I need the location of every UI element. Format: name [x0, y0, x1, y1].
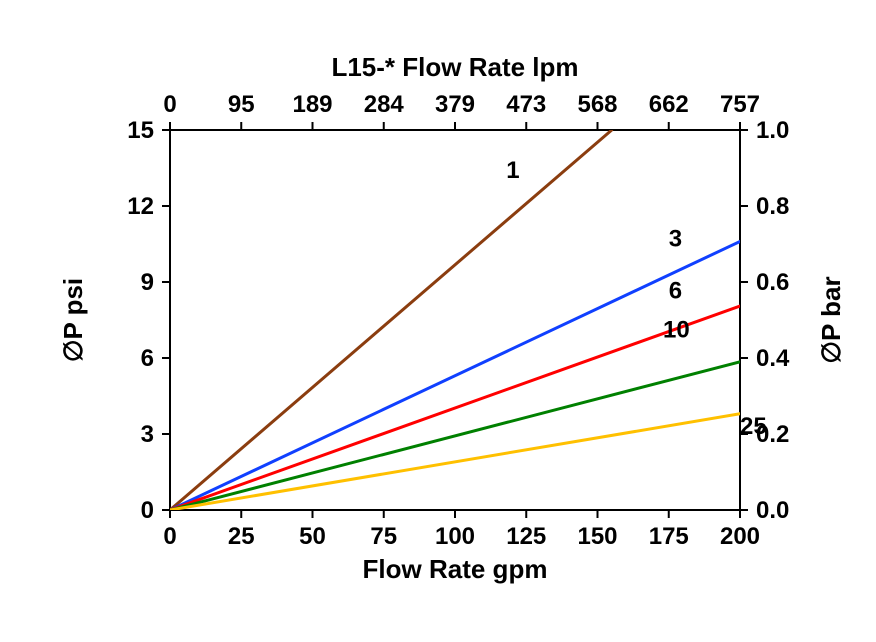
series-label-10: 10 [663, 317, 690, 344]
x-top-tick-label: 662 [649, 91, 689, 118]
chart-svg: 0255075100125150175200Flow Rate gpm09518… [0, 0, 876, 642]
x-top-tick-label: 0 [163, 91, 176, 118]
x-top-tick-label: 568 [577, 91, 617, 118]
x-bottom-tick-label: 25 [228, 523, 255, 550]
y-left-tick-label: 12 [127, 193, 154, 220]
x-bottom-axis-label: Flow Rate gpm [363, 554, 548, 584]
series-label-3: 3 [669, 226, 682, 253]
y-right-tick-label: 1.0 [756, 117, 789, 144]
x-bottom-tick-label: 200 [720, 523, 760, 550]
x-bottom-tick-label: 100 [435, 523, 475, 550]
x-top-tick-label: 379 [435, 91, 475, 118]
flow-rate-pressure-chart: 0255075100125150175200Flow Rate gpm09518… [0, 0, 876, 642]
series-label-1: 1 [506, 157, 519, 184]
x-bottom-tick-label: 175 [649, 523, 689, 550]
x-top-tick-label: 757 [720, 91, 760, 118]
x-bottom-tick-label: 150 [577, 523, 617, 550]
y-left-tick-label: 6 [141, 345, 154, 372]
y-right-tick-label: 0.6 [756, 269, 789, 296]
y-right-tick-label: 0.4 [756, 345, 790, 372]
x-bottom-tick-label: 75 [370, 523, 397, 550]
y-left-tick-label: 3 [141, 421, 154, 448]
x-top-tick-label: 189 [292, 91, 332, 118]
y-right-tick-label: 0.0 [756, 497, 789, 524]
x-bottom-tick-label: 125 [506, 523, 546, 550]
y-left-tick-label: 9 [141, 269, 154, 296]
y-left-axis-label: ∅P psi [58, 278, 88, 362]
chart-top-title: L15-* Flow Rate lpm [331, 52, 578, 82]
x-top-tick-label: 95 [228, 91, 255, 118]
x-top-tick-label: 473 [506, 91, 546, 118]
x-bottom-tick-label: 0 [163, 523, 176, 550]
y-left-tick-label: 15 [127, 117, 154, 144]
y-right-tick-label: 0.8 [756, 193, 789, 220]
x-top-tick-label: 284 [364, 91, 405, 118]
y-right-axis-label: ∅P bar [816, 276, 846, 363]
series-label-6: 6 [669, 277, 682, 304]
series-label-25: 25 [740, 413, 767, 440]
x-bottom-tick-label: 50 [299, 523, 326, 550]
y-left-tick-label: 0 [141, 497, 154, 524]
